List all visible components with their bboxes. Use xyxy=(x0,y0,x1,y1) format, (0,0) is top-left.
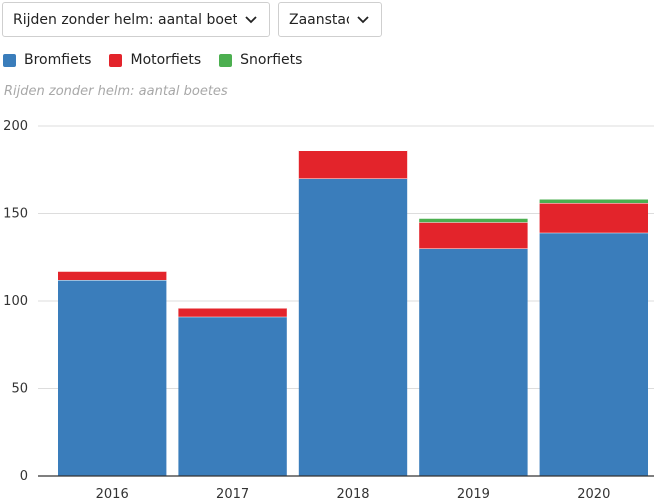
chart-subtitle: Rijden zonder helm: aantal boetes xyxy=(4,84,228,99)
bar-bromfiets-2018 xyxy=(298,178,408,476)
bar-bromfiets-2016 xyxy=(58,280,167,476)
y-tick-label: 50 xyxy=(11,382,28,397)
city-dropdown[interactable]: Zaanstad xyxy=(278,2,382,37)
bar-bromfiets-2019 xyxy=(419,248,528,476)
stacked-bar-chart: 0 50 100 150 200 2016 2017 2018 2019 2020 xyxy=(3,119,654,502)
x-tick-label: 2016 xyxy=(96,487,129,502)
y-tick-label: 100 xyxy=(3,294,28,309)
chart-legend: Bromfiets Motorfiets Snorfiets xyxy=(3,52,320,68)
bar-snorfiets-2020 xyxy=(539,199,648,203)
x-tick-label: 2017 xyxy=(216,487,249,502)
chevron-down-icon xyxy=(357,13,371,27)
legend-item-snorfiets[interactable]: Snorfiets xyxy=(219,52,302,68)
legend-swatch-snorfiets xyxy=(219,53,233,67)
city-dropdown-label: Zaanstad xyxy=(289,11,349,28)
x-tick-label: 2019 xyxy=(457,487,490,502)
bar-motorfiets-2018 xyxy=(298,150,408,179)
bar-snorfiets-2019 xyxy=(419,218,528,223)
legend-swatch-bromfiets xyxy=(3,53,16,67)
legend-item-motorfiets[interactable]: Motorfiets xyxy=(109,52,201,68)
metric-dropdown[interactable]: Rijden zonder helm: aantal boetes xyxy=(2,2,270,37)
legend-item-bromfiets[interactable]: Bromfiets xyxy=(3,52,91,68)
legend-label-motorfiets: Motorfiets xyxy=(130,52,202,68)
legend-swatch-motorfiets xyxy=(109,53,123,67)
bar-motorfiets-2019 xyxy=(419,222,528,249)
bar-motorfiets-2017 xyxy=(178,308,287,317)
chevron-down-icon xyxy=(245,13,259,27)
y-tick-label: 0 xyxy=(20,469,28,484)
bar-motorfiets-2016 xyxy=(58,271,167,280)
y-tick-label: 200 xyxy=(3,119,28,134)
bar-motorfiets-2020 xyxy=(539,203,648,233)
legend-label-bromfiets: Bromfiets xyxy=(24,52,92,68)
legend-label-snorfiets: Snorfiets xyxy=(240,52,303,68)
x-tick-label: 2018 xyxy=(336,487,369,502)
x-tick-label: 2020 xyxy=(577,487,610,502)
y-tick-label: 150 xyxy=(3,207,28,222)
metric-dropdown-label: Rijden zonder helm: aantal boetes xyxy=(13,11,237,28)
bar-bromfiets-2020 xyxy=(539,232,648,476)
bar-bromfiets-2017 xyxy=(178,316,287,476)
